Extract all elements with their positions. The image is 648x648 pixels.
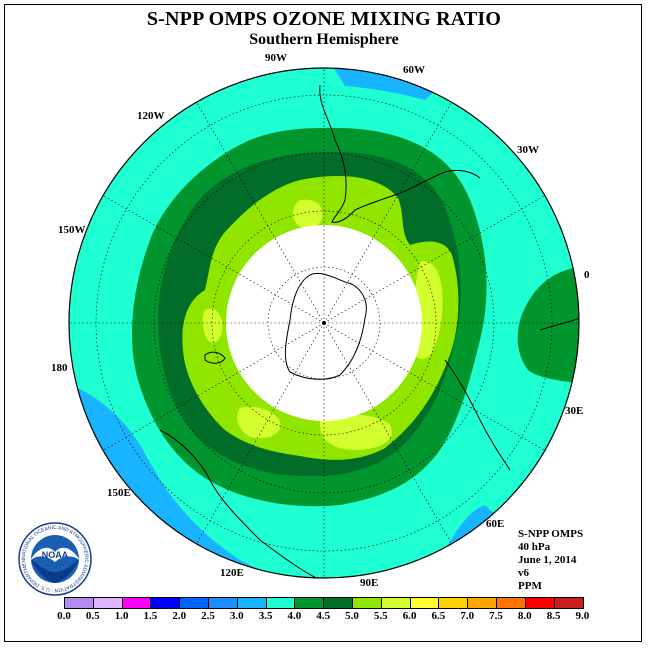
figure-frame xyxy=(4,4,642,642)
coastline-australia xyxy=(159,429,321,578)
longitude-labels: 90W 60W 30W 0 30E 60E 90E 120E 150E 180 … xyxy=(51,52,590,589)
meridian-line xyxy=(323,322,545,451)
south-pole-marker xyxy=(322,321,326,325)
colorbar-tick-label: 0.5 xyxy=(85,610,100,622)
patch-5.5-6.0-a xyxy=(292,199,323,229)
colorbar-tick-label: 5.0 xyxy=(345,610,359,622)
coastline-africa-south xyxy=(444,359,511,471)
colorbar-tick-label: 4.0 xyxy=(287,610,302,622)
lon-label-150w: 150W xyxy=(58,224,86,236)
colorbar-tick-label: 1.0 xyxy=(114,610,129,622)
colorbar-cell xyxy=(525,598,555,608)
meridian-line xyxy=(323,322,452,544)
seagull-icon xyxy=(31,547,79,562)
colorbar-tick-label: 2.0 xyxy=(172,610,187,622)
noaa-logo: NATIONAL OCEANIC AND ATMOSPHERIC ADMINIS… xyxy=(18,522,92,596)
page-title: S-NPP OMPS OZONE MIXING RATIO xyxy=(146,8,502,30)
colorbar-tick-label: 0.0 xyxy=(57,610,71,622)
colorbar-cell xyxy=(237,598,267,608)
lon-label-30w: 30W xyxy=(517,144,539,156)
colorbar-tick-label: 4.5 xyxy=(316,610,331,622)
lon-label-90w: 90W xyxy=(265,52,287,64)
colorbar-cell xyxy=(496,598,526,608)
colorbar-tick-label: 9.0 xyxy=(575,610,590,622)
colorbar-tick-label: 1.5 xyxy=(143,610,158,622)
colorbar-cell xyxy=(352,598,382,608)
coastline-new-zealand xyxy=(204,351,226,364)
patch-5.5-6.0-e xyxy=(202,308,223,343)
map-boundary xyxy=(68,67,580,579)
colorbar-cell xyxy=(324,598,353,608)
colorbar-cell xyxy=(93,598,123,608)
page-subtitle: Southern Hemisphere xyxy=(249,31,399,48)
colorbar-tick-label: 7.0 xyxy=(460,610,475,622)
colorbar-labels: 0.0 0.5 1.0 1.5 2.0 2.5 3.0 3.5 4.0 4.5 5.0 5.5 6.0 6… xyxy=(57,610,589,624)
coastline-africa-east xyxy=(539,317,579,331)
colorbar-tick-label: 3.0 xyxy=(229,610,244,622)
patch-4.0-4.5-east xyxy=(517,268,579,385)
info-version: v6 xyxy=(518,567,529,579)
colorbar-tick-label: 5.5 xyxy=(373,610,388,622)
info-block: S-NPP OMPS 40 hPa June 1, 2014 v6 PPM xyxy=(518,528,583,593)
coastline-south-america xyxy=(319,84,396,223)
lon-label-120w: 120W xyxy=(137,110,165,122)
ozone-field xyxy=(69,68,579,578)
colorbar-cell xyxy=(151,598,181,608)
coastline-antarctica xyxy=(284,272,367,380)
lon-label-90e: 90E xyxy=(360,577,378,589)
info-units: PPM xyxy=(518,580,542,592)
colorbar-cell xyxy=(65,598,94,608)
colorbar-tick-label: 3.5 xyxy=(258,610,273,622)
colorbar-cell xyxy=(410,598,440,608)
colorbar-tick-label: 7.5 xyxy=(489,610,503,622)
colorbar-tick-label: 6.0 xyxy=(402,610,417,622)
meridian-line xyxy=(196,102,325,324)
colorbar-tick-label: 2.5 xyxy=(201,610,215,622)
meridian-line xyxy=(323,195,545,324)
lon-label-0: 0 xyxy=(584,269,590,281)
meridian-line xyxy=(323,102,452,324)
colorbar-tick-label: 8.5 xyxy=(546,610,561,622)
colorbar-cell xyxy=(180,598,209,608)
colorbar-tick-label: 6.5 xyxy=(431,610,446,622)
info-date: June 1, 2014 xyxy=(518,554,577,566)
lon-label-150e: 150E xyxy=(107,487,131,499)
meridian-line xyxy=(196,322,325,544)
colorbar-cell xyxy=(381,598,411,608)
patch-5.5-6.0-d xyxy=(237,406,281,439)
latitude-circle-3 xyxy=(153,152,495,494)
colorbar-cell xyxy=(208,598,238,608)
colorbar-cell xyxy=(266,598,296,608)
colorbar-cell xyxy=(295,598,325,608)
patch-3.0-3.5-top xyxy=(330,68,440,100)
info-instrument: S-NPP OMPS xyxy=(518,528,584,540)
lon-label-60e: 60E xyxy=(486,518,504,530)
coastline-sa-east xyxy=(394,169,481,196)
colorbar-tick-label: 8.0 xyxy=(517,610,532,622)
lon-label-60w: 60W xyxy=(403,64,425,76)
lon-label-30e: 30E xyxy=(565,405,583,417)
colorbar-cell xyxy=(439,598,469,608)
info-pressure-level: 40 hPa xyxy=(518,541,551,553)
lon-label-180: 180 xyxy=(51,362,68,374)
logo-lower-wave xyxy=(31,559,79,583)
meridian-line xyxy=(103,195,325,324)
lon-label-120e: 120E xyxy=(220,567,244,579)
colorbar xyxy=(64,597,585,609)
colorbar-cell xyxy=(554,598,584,608)
colorbar-cell xyxy=(468,598,497,608)
colorbar-cell xyxy=(122,598,152,608)
meridian-line xyxy=(103,322,325,451)
logo-wordmark: NOAA xyxy=(42,550,69,560)
graticule xyxy=(69,68,579,578)
